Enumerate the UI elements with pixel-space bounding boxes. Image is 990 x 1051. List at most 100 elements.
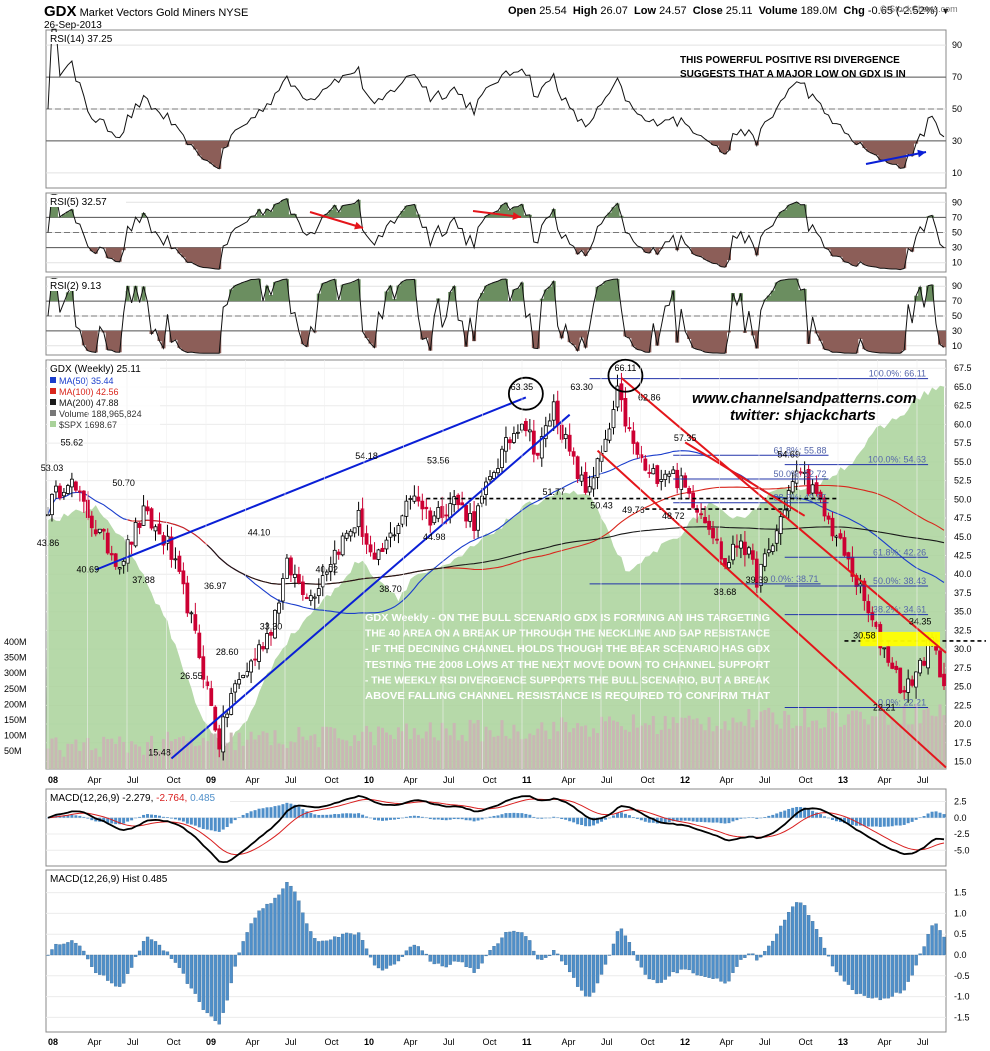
legend-entry: MA(200) 47.88 xyxy=(59,398,119,408)
macd-hist-bar xyxy=(118,954,122,987)
candle-body xyxy=(575,456,580,479)
macd-hist-bar xyxy=(783,810,787,818)
candle-body xyxy=(631,430,636,444)
macd-hist-bar xyxy=(715,954,719,979)
candle-body xyxy=(392,534,397,537)
macd-hist-bar xyxy=(552,950,556,956)
macd-hist-bar xyxy=(922,946,926,956)
volume-tick-label: 200M xyxy=(4,699,27,709)
x-tick-label: Oct xyxy=(325,1037,340,1047)
volume-bar xyxy=(233,750,237,769)
y-tick-label: 35.0 xyxy=(954,607,972,617)
volume-bar xyxy=(874,716,878,769)
candle-body xyxy=(368,544,373,553)
macd-hist-bar xyxy=(78,945,82,956)
macd-hist-bar xyxy=(831,817,835,821)
panel-title-bg xyxy=(48,32,126,44)
volume-bar xyxy=(755,719,759,769)
macd-hist-bar xyxy=(635,817,639,819)
y-tick-label: -2.5 xyxy=(954,829,970,839)
macd-hist-bar xyxy=(771,814,775,818)
macd-hist-bar xyxy=(102,817,106,822)
volume-bar xyxy=(189,737,193,769)
volume-bar xyxy=(476,720,480,769)
candle-body xyxy=(285,557,289,579)
macd-hist-bar xyxy=(834,817,838,822)
volume-bar xyxy=(365,725,369,769)
macd-hist-bar xyxy=(245,813,249,818)
y-tick-label: 10 xyxy=(952,258,962,268)
volume-bar xyxy=(846,714,850,769)
annotation-line: ABOVE FALLING CHANNEL RESISTANCE IS REQU… xyxy=(365,691,770,702)
candle-body xyxy=(153,526,158,532)
y-tick-label: 50.0 xyxy=(954,494,972,504)
macd-hist-bar xyxy=(914,954,918,966)
x-tick-label: Jul xyxy=(759,1037,771,1047)
macd-hist-bar xyxy=(775,933,779,956)
candle-body xyxy=(591,477,596,490)
macd-hist-bar xyxy=(360,940,365,956)
volume-bar xyxy=(512,724,516,769)
macd-hist-bar xyxy=(424,817,428,819)
macd-hist-bar xyxy=(850,817,854,825)
macd-hist-bar xyxy=(293,804,297,818)
macd-hist-bar xyxy=(436,817,440,820)
candle-body xyxy=(253,658,257,661)
macd-hist-bar xyxy=(524,813,528,818)
candle-body xyxy=(806,468,811,494)
macd-hist-bar xyxy=(217,954,221,1025)
macd-hist-bar xyxy=(659,954,663,983)
macd-hist-bar xyxy=(830,954,835,967)
macd-hist-bar xyxy=(157,944,162,956)
macd-hist-bar xyxy=(325,814,329,818)
volume-bar xyxy=(695,718,699,769)
candle-body xyxy=(746,547,751,555)
macd-hist-bar xyxy=(910,817,914,822)
volume-bar xyxy=(94,748,98,769)
candle-body xyxy=(715,538,719,541)
y-tick-label: 57.5 xyxy=(954,438,972,448)
candle-body xyxy=(699,513,703,516)
y-tick-label: 90 xyxy=(952,281,962,291)
macd-hist-bar xyxy=(731,954,735,973)
macd-hist-bar xyxy=(349,813,353,818)
macd-hist-bar xyxy=(564,817,568,820)
candle-body xyxy=(735,545,739,548)
macd-hist-bar xyxy=(548,817,552,819)
y-tick-label: 25.0 xyxy=(954,682,972,692)
macd-hist-bar xyxy=(771,940,775,956)
macd-hist-bar xyxy=(679,954,683,970)
macd-hist-bar xyxy=(703,817,707,823)
volume-bar xyxy=(70,743,74,769)
volume-bar xyxy=(456,740,460,769)
volume-bar xyxy=(341,739,345,769)
macd-hist-bar xyxy=(329,814,333,818)
x-tick-label: Oct xyxy=(483,775,498,785)
price-label: 40.02 xyxy=(315,565,338,575)
volume-bar xyxy=(273,730,277,769)
macd-hist-bar xyxy=(404,816,408,818)
macd-hist-bar xyxy=(297,806,301,818)
volume-bar xyxy=(870,716,874,769)
macd-hist-bar xyxy=(930,925,934,956)
volume-bar xyxy=(735,722,739,769)
chg-label: Chg xyxy=(843,5,865,17)
volume-tick-label: 100M xyxy=(4,731,27,741)
volume-bar xyxy=(285,748,289,769)
annotation-line: THE 40 AREA ON A BREAK UP THROUGH THE NE… xyxy=(365,629,770,640)
volume-bar xyxy=(444,728,448,769)
macd-hist-bar xyxy=(476,817,480,821)
fib-level-label: 100.0%: 54.63 xyxy=(868,455,926,465)
candle-body xyxy=(125,539,130,564)
candle-body xyxy=(181,570,186,585)
macd-hist-bar xyxy=(233,954,237,967)
volume-bar xyxy=(719,728,723,769)
volume-bar xyxy=(177,737,181,769)
macd-hist-bar xyxy=(74,815,78,818)
macd-hist-bar xyxy=(165,951,170,956)
volume-bar xyxy=(627,731,631,769)
volume-bar xyxy=(496,735,500,769)
candle-body xyxy=(66,485,70,494)
quote-dropdown-icon[interactable]: ▼ xyxy=(941,6,951,16)
macd-hist-bar xyxy=(305,923,309,956)
